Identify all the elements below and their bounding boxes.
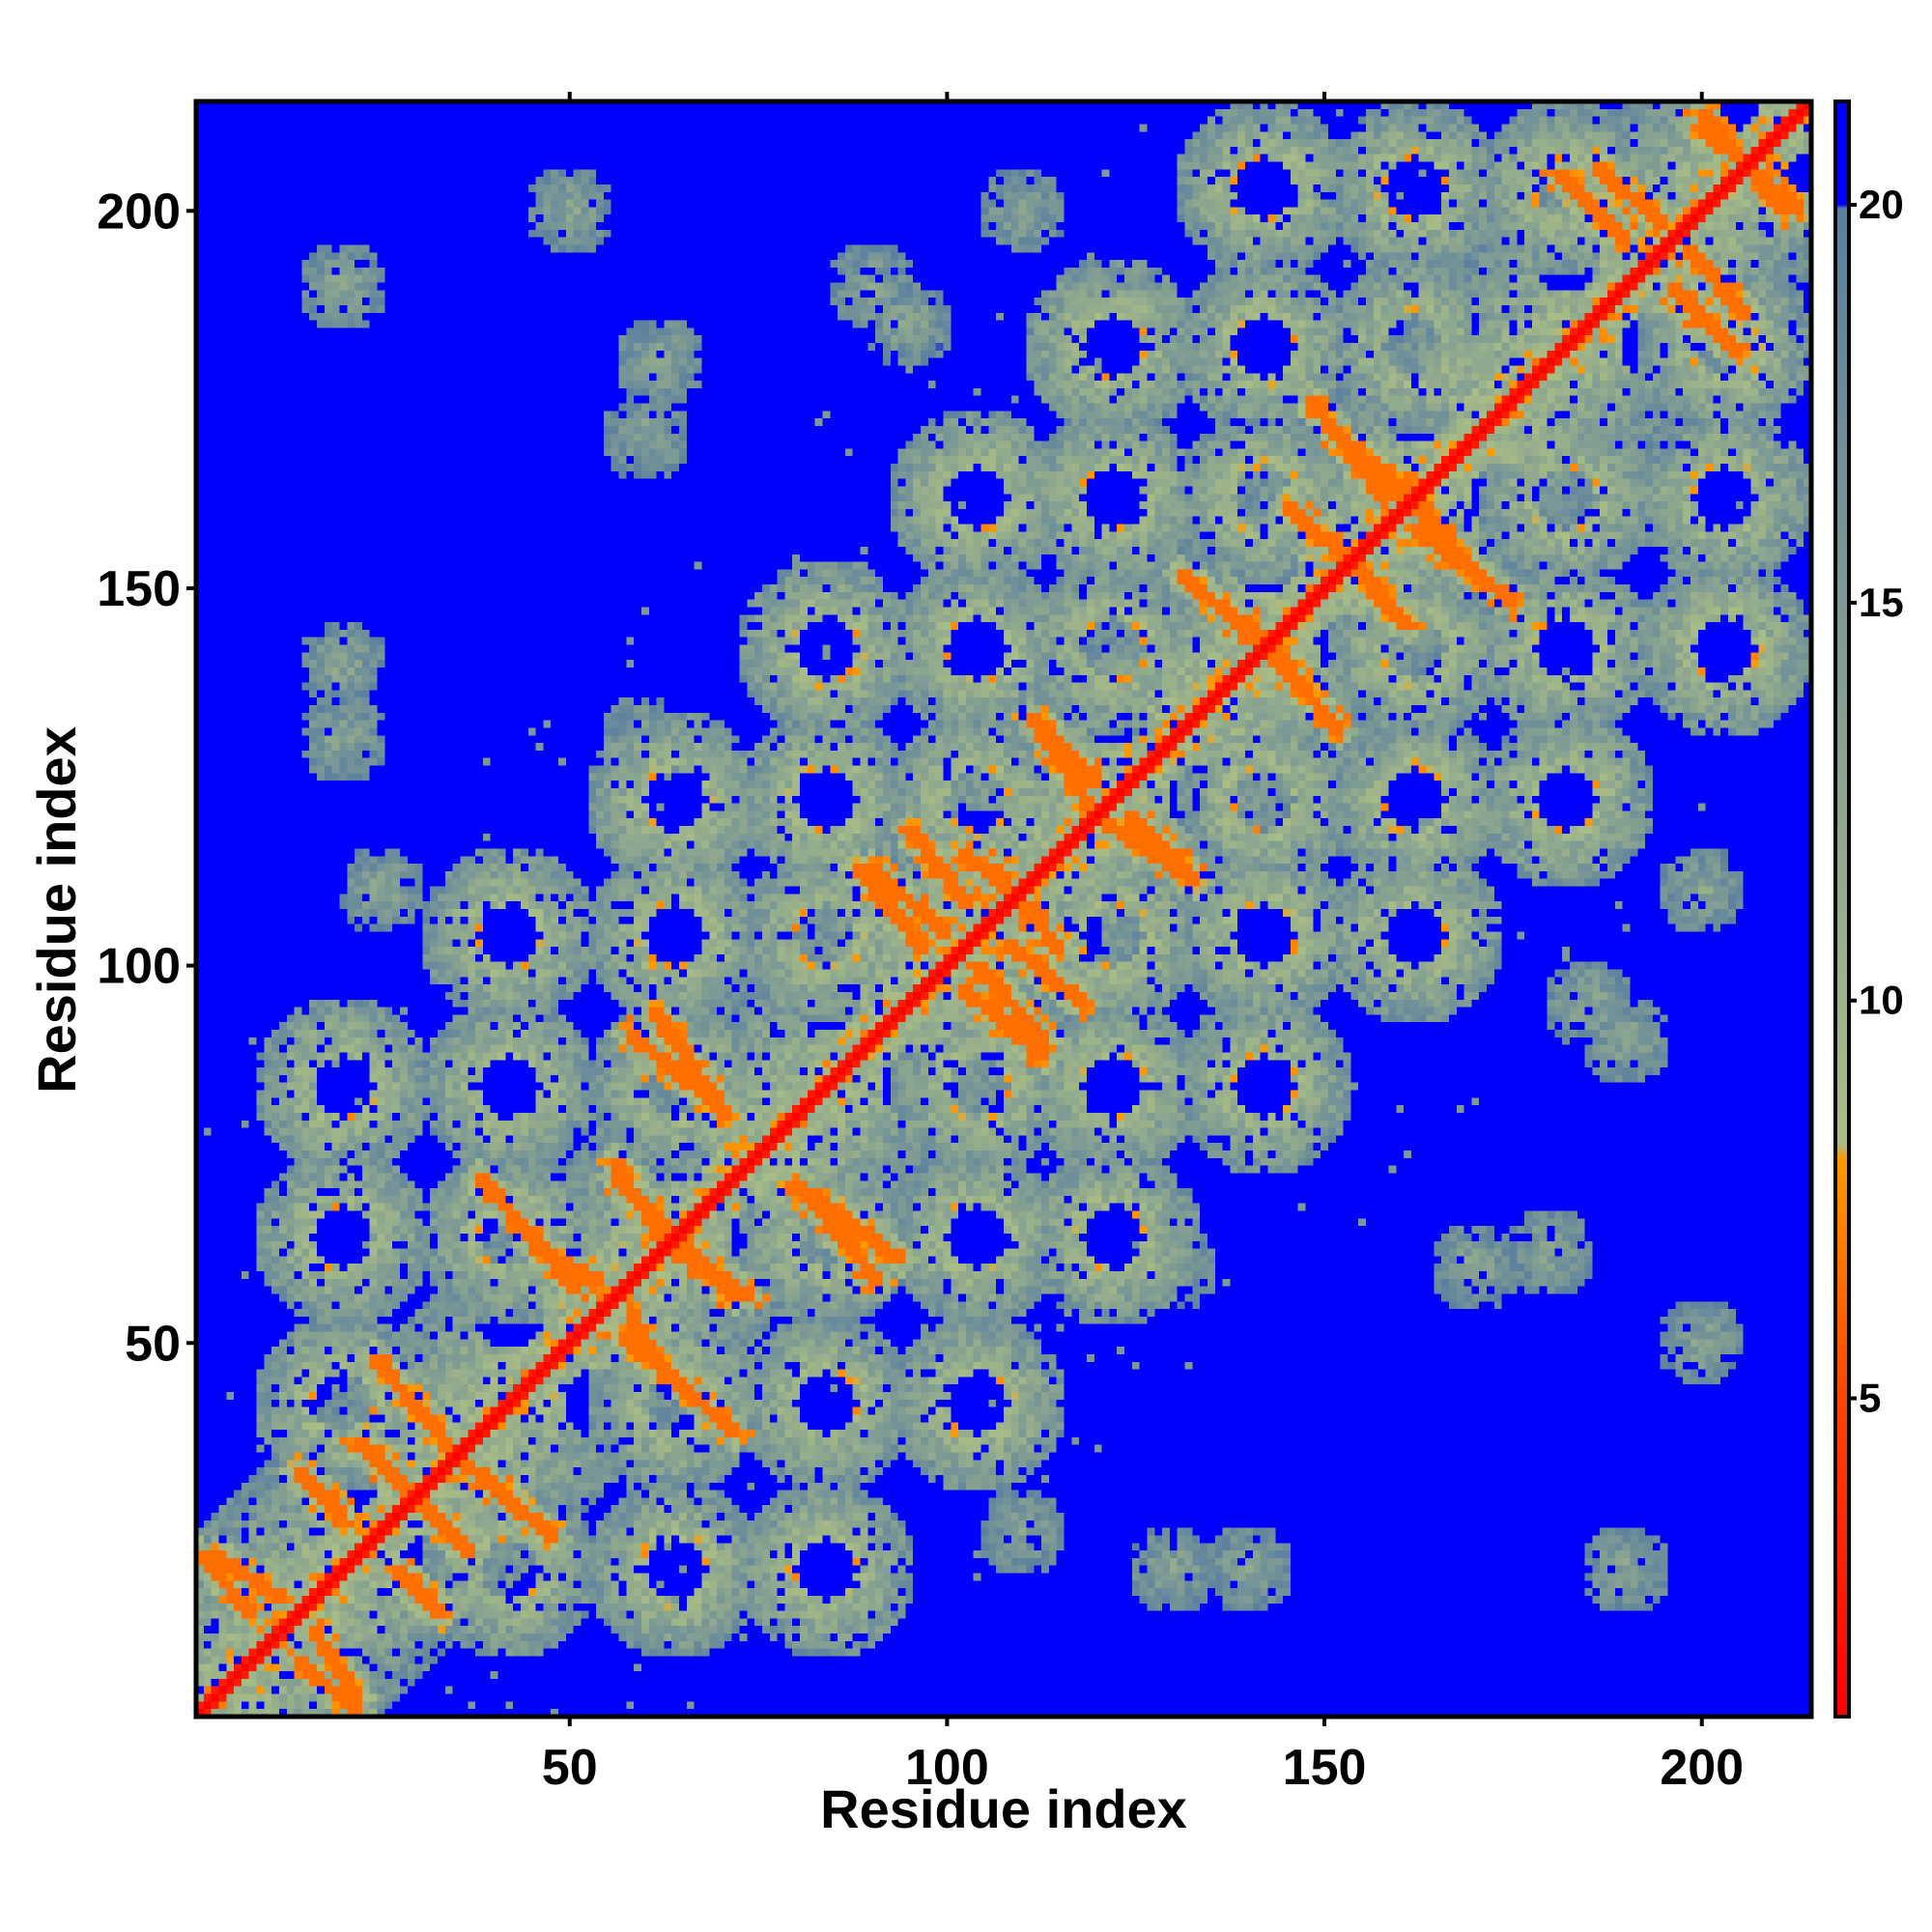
y-axis-title: Residue index xyxy=(26,726,87,1094)
x-axis-ticks: 50 100 150 200 xyxy=(542,92,1744,1796)
plot-frame xyxy=(193,99,1814,1719)
x-tick-label: 50 xyxy=(542,1740,598,1796)
colorbar xyxy=(1835,101,1849,1717)
x-axis-title: Residue index xyxy=(820,1778,1187,1839)
y-tick-label: 200 xyxy=(97,184,181,240)
colorbar-ticks: 5 10 15 20 xyxy=(1849,182,1904,1421)
colorbar-tick-label: 5 xyxy=(1859,1376,1881,1421)
y-tick-label: 150 xyxy=(97,561,181,617)
colorbar-tick-label: 20 xyxy=(1859,182,1904,227)
distance-heatmap xyxy=(196,101,1811,1717)
x-tick-label: 100 xyxy=(905,1740,989,1796)
colorbar-tick-label: 15 xyxy=(1859,580,1904,625)
x-tick-label: 200 xyxy=(1660,1740,1744,1796)
y-axis-ticks: 50 100 150 200 xyxy=(97,184,196,1372)
y-tick-label: 100 xyxy=(97,939,181,995)
x-tick-label: 150 xyxy=(1283,1740,1367,1796)
colorbar-tick-label: 10 xyxy=(1859,978,1904,1023)
colorbar-frame xyxy=(1833,99,1851,1719)
y-tick-label: 50 xyxy=(125,1316,181,1372)
